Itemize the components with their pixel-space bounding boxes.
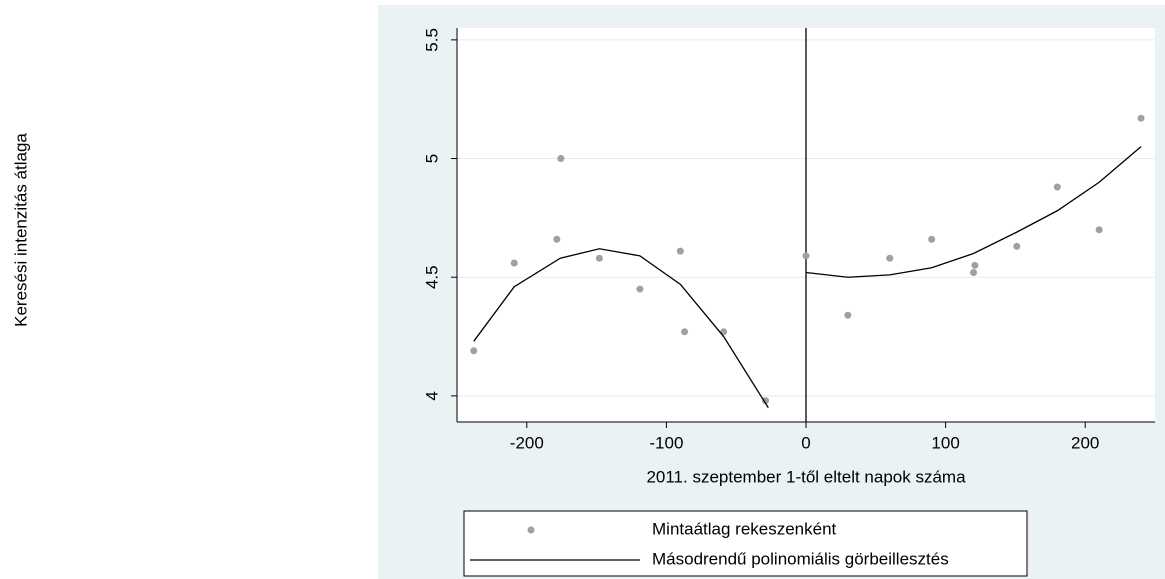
x-tick-label: 200 [1071, 433, 1099, 452]
point [636, 285, 644, 293]
x-tick-label: 0 [801, 433, 810, 452]
point [557, 155, 565, 163]
point [970, 268, 978, 276]
point [802, 252, 810, 260]
x-axis-label: 2011. szeptember 1-től eltelt napok szám… [646, 467, 966, 486]
x-tick-label: 100 [931, 433, 959, 452]
x-tick-label: -200 [510, 433, 544, 452]
y-axis-label: Keresési intenzitás átlaga [11, 133, 30, 327]
y-tick-label: 5 [422, 154, 441, 163]
legend-symbol [527, 526, 535, 534]
point [928, 235, 936, 243]
point [971, 261, 979, 269]
point [1095, 226, 1103, 234]
point [470, 347, 478, 355]
point [844, 311, 852, 319]
point [762, 397, 770, 405]
point [1013, 242, 1021, 250]
point [595, 254, 603, 262]
point [510, 259, 518, 267]
point [676, 247, 684, 255]
y-tick-label: 4.5 [422, 265, 441, 289]
legend-label: Másodrendű polinomiális görbeillesztés [652, 549, 949, 568]
point [1137, 114, 1145, 122]
fit-line [473, 146, 1142, 409]
legend-label: Mintaátlag rekeszenként [652, 519, 837, 538]
x-tick-label: -100 [649, 433, 683, 452]
point [553, 235, 561, 243]
point [681, 328, 689, 336]
y-tick-label: 5.5 [422, 28, 441, 52]
point [1053, 183, 1061, 191]
y-tick-label: 4 [422, 391, 441, 400]
point [886, 254, 894, 262]
legend [463, 510, 1028, 577]
